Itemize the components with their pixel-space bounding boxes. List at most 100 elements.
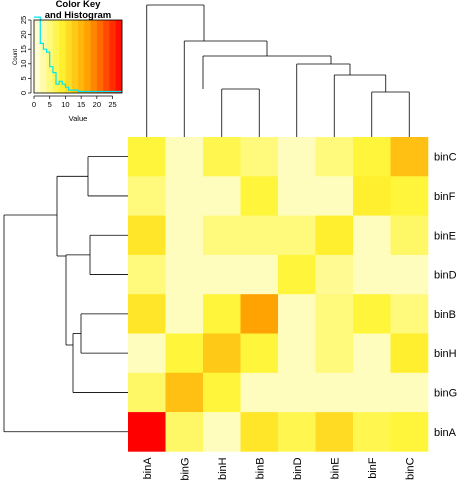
color-key-y-label: Count (13, 49, 19, 65)
color-key-x-tick-label-5: 5 (48, 100, 52, 109)
color-key-band-1 (40, 20, 47, 93)
cell-binD-binC (390, 254, 429, 295)
color-key-title-line1: Color Key (56, 0, 102, 10)
column-label-binE: binE (329, 457, 341, 479)
cell-binD-binG (165, 254, 204, 295)
color-key-band-7 (78, 20, 85, 93)
row-labels: binC binF binE binD binB binH binG binA (434, 152, 457, 439)
cell-binB-binA (128, 294, 166, 334)
cell-binH-binD (278, 333, 316, 374)
row-label-binC: binC (434, 152, 457, 164)
cell-binG-binE (315, 372, 354, 413)
cell-binA-binH (203, 412, 241, 452)
cell-binC-binG (165, 137, 204, 177)
histogram-line (34, 16, 122, 93)
row-label-binE: binE (434, 230, 456, 242)
cell-binE-binH (203, 215, 241, 256)
color-key-x-tick-label-20: 20 (93, 100, 101, 109)
cell-binE-binD (278, 215, 316, 256)
color-key-histogram: 0 5 10 15 20 25 0 5 10 15 20 25 Color Key and Histo… (13, 0, 123, 123)
cell-binA-binB (240, 412, 279, 452)
cell-binC-binB (240, 137, 279, 177)
cell-binH-binG (165, 333, 204, 374)
cell-binG-binB (240, 372, 279, 413)
color-key-y-tick-label-10: 10 (19, 60, 28, 68)
column-label-binF: binF (367, 457, 379, 479)
cell-binB-binC (390, 294, 429, 334)
color-key-x-tick-label-10: 10 (61, 100, 69, 109)
color-key-axes: 0 5 10 15 20 25 0 5 10 15 20 25 (19, 16, 117, 109)
cell-binE-binF (353, 215, 391, 256)
color-key-y-tick-label-5: 5 (19, 76, 28, 80)
cell-binH-binA (128, 333, 166, 374)
cell-binD-binA (128, 254, 166, 295)
color-key-band-0 (34, 20, 41, 93)
color-key-x-tick-label-15: 15 (77, 100, 85, 109)
color-key-title-line2: and Histogram (45, 10, 112, 21)
color-key-x-label: Value (69, 114, 88, 123)
cell-binD-binF (353, 254, 391, 295)
cell-binF-binF (353, 176, 391, 216)
color-key-band-8 (84, 20, 91, 93)
cell-binA-binC (390, 412, 429, 452)
cell-binE-binB (240, 215, 279, 256)
color-key-y-tick-label-15: 15 (19, 45, 28, 53)
cell-binG-binG (165, 372, 204, 413)
cell-binC-binD (278, 137, 316, 177)
row-label-binF: binF (434, 191, 456, 203)
cell-binG-binC (390, 372, 429, 413)
column-label-binH: binH (217, 457, 229, 480)
color-key-band-10 (96, 20, 104, 93)
color-key-x-tick-label-25: 25 (108, 100, 116, 109)
color-key-band-5 (65, 20, 73, 93)
cell-binE-binC (390, 215, 429, 256)
color-key-band-11 (103, 20, 110, 93)
row-label-binH: binH (434, 348, 457, 360)
cell-binF-binB (240, 176, 279, 216)
cell-binC-binH (203, 137, 241, 177)
cell-binF-binH (203, 176, 241, 216)
cell-binF-binC (390, 176, 429, 216)
cell-binB-binH (203, 294, 241, 334)
cell-binB-binB (240, 294, 279, 334)
color-key-y-tick-label-0: 0 (19, 91, 28, 95)
cell-binG-binF (353, 372, 391, 413)
color-key-bands (34, 20, 123, 93)
color-key-y-tick-label-20: 20 (19, 30, 28, 38)
color-key-band-12 (109, 20, 117, 93)
cell-binC-binF (353, 137, 391, 177)
cell-binA-binF (353, 412, 391, 452)
color-key-band-3 (52, 20, 60, 93)
cell-binC-binC (390, 137, 429, 177)
color-key-band-4 (59, 20, 66, 93)
cell-binC-binE (315, 137, 354, 177)
row-label-binD: binD (434, 270, 457, 282)
cell-binA-binG (165, 412, 204, 452)
column-label-binD: binD (292, 457, 304, 480)
cell-binE-binE (315, 215, 354, 256)
cell-binF-binD (278, 176, 316, 216)
cell-binG-binA (128, 372, 166, 413)
column-label-binA: binA (142, 457, 154, 480)
cell-binA-binD (278, 412, 316, 452)
cell-binA-binE (315, 412, 354, 452)
column-label-binB: binB (254, 457, 266, 479)
cell-binB-binE (315, 294, 354, 334)
cell-binG-binD (278, 372, 316, 413)
cell-binF-binG (165, 176, 204, 216)
color-key-y-tick-label-25: 25 (19, 16, 28, 24)
row-label-binA: binA (434, 427, 457, 439)
cell-binH-binB (240, 333, 279, 374)
cell-binE-binA (128, 215, 166, 256)
cell-binH-binC (390, 333, 429, 374)
cell-binG-binH (203, 372, 241, 413)
column-label-binG: binG (179, 457, 191, 480)
row-label-binB: binB (434, 309, 456, 321)
column-label-binC: binC (404, 457, 416, 480)
cell-binH-binH (203, 333, 241, 374)
cell-binH-binE (315, 333, 354, 374)
cell-binD-binB (240, 254, 279, 295)
row-dendrogram (3, 156, 128, 433)
cell-binC-binA (128, 137, 166, 177)
column-dendrogram (146, 4, 410, 137)
